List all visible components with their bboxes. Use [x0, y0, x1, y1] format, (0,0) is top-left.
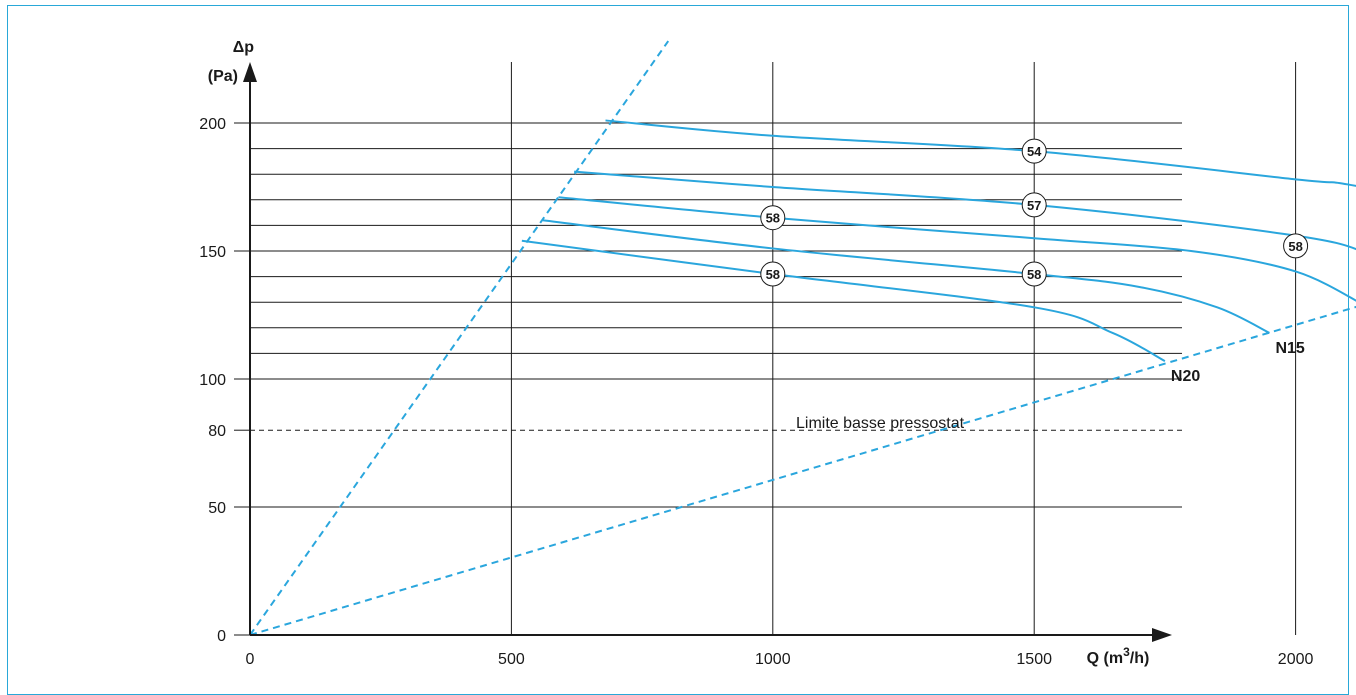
- y-axis-arrow: [243, 62, 257, 82]
- x-tick-label: 2000: [1278, 651, 1314, 668]
- marker-label: 58: [1288, 239, 1302, 254]
- y-axis-label-unit: (Pa): [208, 68, 238, 85]
- x-tick-label: 0: [246, 651, 255, 668]
- y-axis-label-symbol: Δp: [233, 39, 255, 56]
- reference-line-label: Limite basse pressostat: [796, 415, 965, 432]
- marker-circle: [1021, 138, 1047, 164]
- noise-level-marker: 54: [1021, 138, 1047, 164]
- y-tick-label: 50: [208, 500, 226, 517]
- limit-line: [249, 40, 670, 636]
- x-tick-label: 500: [498, 651, 525, 668]
- marker-label: 57: [1027, 198, 1041, 213]
- y-tick-label: 200: [199, 116, 226, 133]
- series-line-n10: [558, 196, 1356, 302]
- marker-label: 54: [1027, 144, 1042, 159]
- marker-label: 58: [766, 211, 780, 226]
- x-tick-label: 1000: [755, 651, 791, 668]
- series-line-n0: [605, 119, 1356, 187]
- y-tick-label: 150: [199, 244, 226, 261]
- noise-level-marker: 58: [760, 205, 786, 231]
- series-label-n15: N15: [1275, 340, 1304, 357]
- y-tick-label: 80: [208, 423, 226, 440]
- series-line-n20: [521, 239, 1166, 362]
- noise-level-marker: 58: [1021, 261, 1047, 287]
- marker-circle: [1021, 192, 1047, 218]
- marker-circle: [760, 205, 786, 231]
- marker-circle: [760, 261, 786, 287]
- y-tick-label: 100: [199, 372, 226, 389]
- x-axis-arrow: [1152, 628, 1172, 642]
- marker-circle: [1283, 233, 1309, 259]
- marker-circle: [1021, 261, 1047, 287]
- noise-level-marker: 57: [1021, 192, 1047, 218]
- marker-label: 58: [1027, 267, 1041, 282]
- limit-line: [249, 305, 1356, 636]
- series-label-n20: N20: [1171, 368, 1200, 385]
- x-tick-label: 1500: [1016, 651, 1052, 668]
- series-line-n7: [574, 170, 1356, 251]
- x-axis-label: Q (m3/h): [1087, 645, 1150, 667]
- y-tick-label: 0: [217, 628, 226, 645]
- marker-label: 58: [766, 267, 780, 282]
- noise-level-marker: 58: [760, 261, 786, 287]
- noise-level-marker: 58: [1283, 233, 1309, 259]
